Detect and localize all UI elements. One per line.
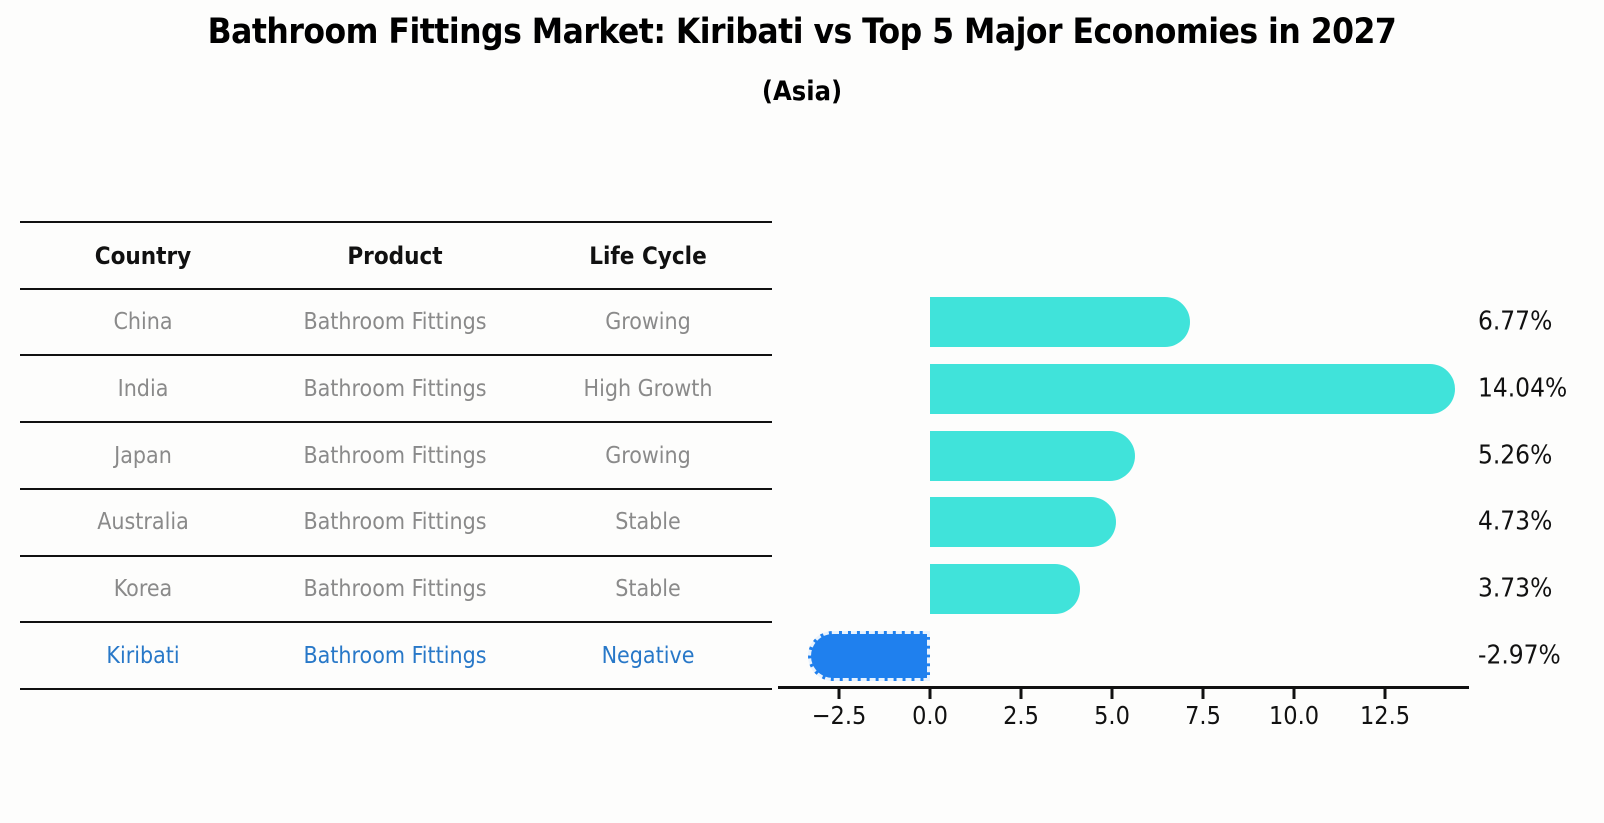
bar-kiribati	[807, 630, 930, 681]
bar-japan	[930, 430, 1136, 481]
x-axis-line	[778, 686, 1469, 689]
cell-country: India	[117, 375, 169, 402]
table-row: India Bathroom Fittings High Growth	[20, 356, 772, 423]
table-grid-line	[20, 287, 772, 290]
table-grid-line	[20, 221, 772, 223]
column-header-lifecycle: Life Cycle	[589, 241, 707, 270]
table-grid-line	[20, 421, 772, 424]
cell-lifecycle: Stable	[615, 575, 681, 602]
cell-country: China	[113, 309, 173, 336]
x-axis-tick-label: 12.5	[1359, 701, 1411, 730]
cell-country: Australia	[97, 509, 189, 536]
cell-product: Bathroom Fittings	[303, 642, 487, 669]
x-axis-tick	[837, 689, 841, 699]
table-row: Kiribati Bathroom Fittings Negative	[20, 622, 772, 689]
table-row: China Bathroom Fittings Growing	[20, 289, 772, 356]
column-header-product: Product	[347, 241, 443, 270]
bar-korea	[930, 564, 1080, 614]
cell-product: Bathroom Fittings	[303, 309, 487, 336]
table-grid-line	[20, 688, 772, 690]
cell-lifecycle: Growing	[605, 442, 691, 469]
bar-india	[930, 364, 1456, 414]
cell-lifecycle: High Growth	[583, 375, 713, 402]
x-axis-tick	[1019, 689, 1023, 699]
cell-lifecycle: Negative	[601, 642, 695, 669]
bar-value-label: 6.77%	[1478, 306, 1553, 337]
table-header-row: Country Product Life Cycle	[20, 222, 772, 289]
x-axis-tick-label: 5.0	[1094, 701, 1130, 730]
table-grid-line	[20, 554, 772, 557]
bar-china	[930, 297, 1191, 348]
table-row: Japan Bathroom Fittings Growing	[20, 422, 772, 489]
x-axis-tick	[1110, 689, 1114, 699]
x-axis-tick	[928, 689, 932, 699]
x-axis-tick	[1383, 689, 1387, 699]
table-grid-line	[20, 621, 772, 624]
x-axis-tick	[1201, 689, 1205, 699]
x-axis-tick-label: 0.0	[912, 701, 948, 730]
x-axis-tick-label: 7.5	[1185, 701, 1221, 730]
bar-value-label: -2.97%	[1478, 640, 1561, 671]
cell-country: Kiribati	[106, 642, 180, 669]
cell-country: Japan	[114, 442, 172, 469]
bar-value-label: 14.04%	[1478, 373, 1568, 404]
table-grid-line	[20, 354, 772, 357]
cell-product: Bathroom Fittings	[303, 575, 487, 602]
table-row: Australia Bathroom Fittings Stable	[20, 489, 772, 556]
table-grid-line	[20, 487, 772, 490]
x-axis-tick-label: 2.5	[1003, 701, 1039, 730]
table-row: Korea Bathroom Fittings Stable	[20, 556, 772, 623]
cell-product: Bathroom Fittings	[303, 509, 487, 536]
chart-title: Bathroom Fittings Market: Kiribati vs To…	[207, 12, 1397, 52]
x-axis-tick-label: 10.0	[1268, 701, 1320, 730]
bar-value-label: 4.73%	[1478, 506, 1553, 537]
column-header-country: Country	[94, 241, 192, 270]
cell-lifecycle: Stable	[615, 509, 681, 536]
cell-lifecycle: Growing	[605, 309, 691, 336]
cell-product: Bathroom Fittings	[303, 375, 487, 402]
chart-subtitle: (Asia)	[761, 76, 843, 107]
bar-australia	[930, 497, 1117, 548]
bar-value-label: 5.26%	[1478, 440, 1553, 471]
x-axis-tick	[1292, 689, 1296, 699]
cell-country: Korea	[113, 575, 173, 602]
cell-product: Bathroom Fittings	[303, 442, 487, 469]
bar-value-label: 3.73%	[1478, 573, 1553, 604]
x-axis-tick-label: −2.5	[811, 701, 867, 730]
